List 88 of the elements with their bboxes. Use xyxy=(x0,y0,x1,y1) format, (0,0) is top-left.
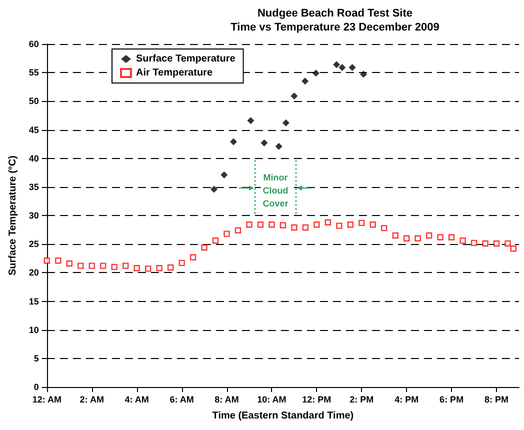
point xyxy=(134,264,140,272)
point xyxy=(156,264,162,272)
y-tick-label: 50 xyxy=(28,96,39,106)
x-tick-label: 2: PM xyxy=(350,394,374,404)
x-tick-label: 6: PM xyxy=(440,394,464,404)
point xyxy=(333,61,340,68)
point xyxy=(88,262,95,269)
point xyxy=(234,227,242,234)
point xyxy=(404,235,410,242)
point xyxy=(210,186,218,193)
point xyxy=(44,258,50,264)
chart-title: Nudgee Beach Road Test Site xyxy=(257,8,413,20)
point xyxy=(290,92,298,100)
point xyxy=(493,240,500,247)
point xyxy=(348,64,356,71)
x-tick-label: 8: AM xyxy=(214,394,239,404)
point xyxy=(178,260,185,266)
legend-label: Air Temperature xyxy=(136,68,213,78)
x-tick-label: 12: PM xyxy=(302,394,332,404)
point xyxy=(111,264,118,270)
point xyxy=(338,64,346,71)
y-tick-label: 35 xyxy=(28,182,39,192)
x-tick-label: 6: AM xyxy=(170,394,194,404)
y-tick-label: 55 xyxy=(28,68,39,78)
point xyxy=(291,224,298,231)
point xyxy=(324,219,332,226)
point xyxy=(257,222,264,228)
y-tick-label: 20 xyxy=(28,268,39,278)
point xyxy=(55,258,62,264)
point xyxy=(336,222,342,229)
point xyxy=(247,117,254,124)
point xyxy=(280,222,286,228)
point xyxy=(302,78,309,85)
point xyxy=(470,240,478,246)
point xyxy=(282,119,290,126)
point xyxy=(347,222,354,228)
point xyxy=(381,224,388,232)
x-tick-label: 12: AM xyxy=(32,394,62,404)
point xyxy=(212,238,219,244)
y-tick-label: 15 xyxy=(28,296,39,306)
point xyxy=(510,246,516,252)
point xyxy=(414,235,421,242)
annotation: Minor Cloud Cover xyxy=(262,172,289,208)
point xyxy=(260,139,268,146)
point xyxy=(482,240,488,247)
y-tick-label: 40 xyxy=(28,153,39,164)
point xyxy=(201,244,208,251)
point xyxy=(437,234,444,240)
point xyxy=(426,232,432,239)
point xyxy=(100,262,106,269)
point xyxy=(460,238,466,244)
y-axis-title: Surface Temperature (°C) xyxy=(8,156,18,276)
y-tick-label: 0 xyxy=(34,382,39,392)
x-tick-label: 4: PM xyxy=(394,394,419,404)
x-tick-label: 2: AM xyxy=(80,394,104,404)
y-tick-label: 10 xyxy=(28,324,39,335)
point xyxy=(66,260,72,267)
point xyxy=(167,264,174,271)
point xyxy=(312,70,320,77)
point xyxy=(78,262,84,269)
point xyxy=(144,266,152,272)
point xyxy=(302,224,309,231)
point xyxy=(190,254,196,260)
point xyxy=(224,230,230,237)
point xyxy=(448,234,455,240)
x-tick-label: 10: AM xyxy=(257,394,286,404)
x-axis-title: Time (Eastern Standard Time) xyxy=(212,410,354,422)
point xyxy=(360,70,368,78)
point xyxy=(370,222,376,228)
y-tick-label: 45 xyxy=(28,124,39,135)
point xyxy=(275,142,282,150)
x-tick-label: 4: AM xyxy=(124,394,149,404)
chart-subtitle: Time vs Temperature 23 December 2009 xyxy=(230,22,440,34)
point xyxy=(220,171,228,178)
y-tick-label: 25 xyxy=(28,239,39,250)
point xyxy=(246,222,252,228)
legend-label: Surface Temperature xyxy=(136,54,236,64)
point xyxy=(314,222,320,228)
point xyxy=(358,220,365,226)
point xyxy=(504,240,511,247)
point xyxy=(392,232,398,239)
y-tick-label: 30 xyxy=(28,210,39,220)
point xyxy=(230,138,237,146)
point xyxy=(268,222,275,228)
x-tick-label: 8: PM xyxy=(484,394,509,404)
y-tick-label: 5 xyxy=(34,353,39,364)
point xyxy=(122,262,129,269)
y-tick-label: 60 xyxy=(28,39,39,49)
